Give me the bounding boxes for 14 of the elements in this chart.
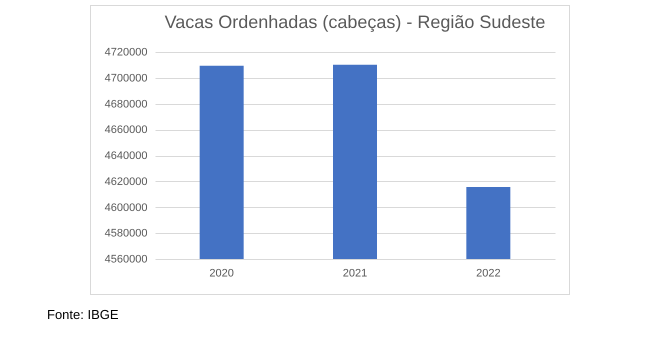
y-tick-label: 4640000 (104, 150, 148, 162)
y-tick-label: 4700000 (104, 72, 148, 84)
y-tick-label: 4580000 (104, 228, 148, 240)
y-tick-label: 4660000 (104, 124, 148, 136)
x-tick-label: 2021 (342, 268, 368, 280)
x-tick-label: 2020 (209, 268, 234, 280)
y-tick-label: 4600000 (104, 202, 148, 214)
x-tick-label: 2022 (476, 268, 501, 280)
chart-title: Vacas Ordenhadas (cabeças) - Região Sudeste (164, 12, 546, 32)
source-note: Fonte: IBGE (47, 307, 119, 322)
y-tick-label: 4680000 (104, 98, 148, 110)
y-tick-label: 4620000 (104, 176, 148, 188)
y-tick-label: 4720000 (104, 46, 148, 58)
y-tick-label: 4560000 (104, 254, 148, 266)
